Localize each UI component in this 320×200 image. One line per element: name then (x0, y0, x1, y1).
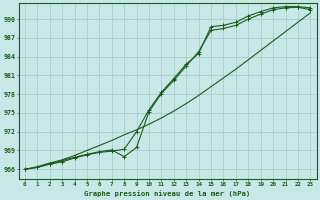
X-axis label: Graphe pression niveau de la mer (hPa): Graphe pression niveau de la mer (hPa) (84, 190, 251, 197)
